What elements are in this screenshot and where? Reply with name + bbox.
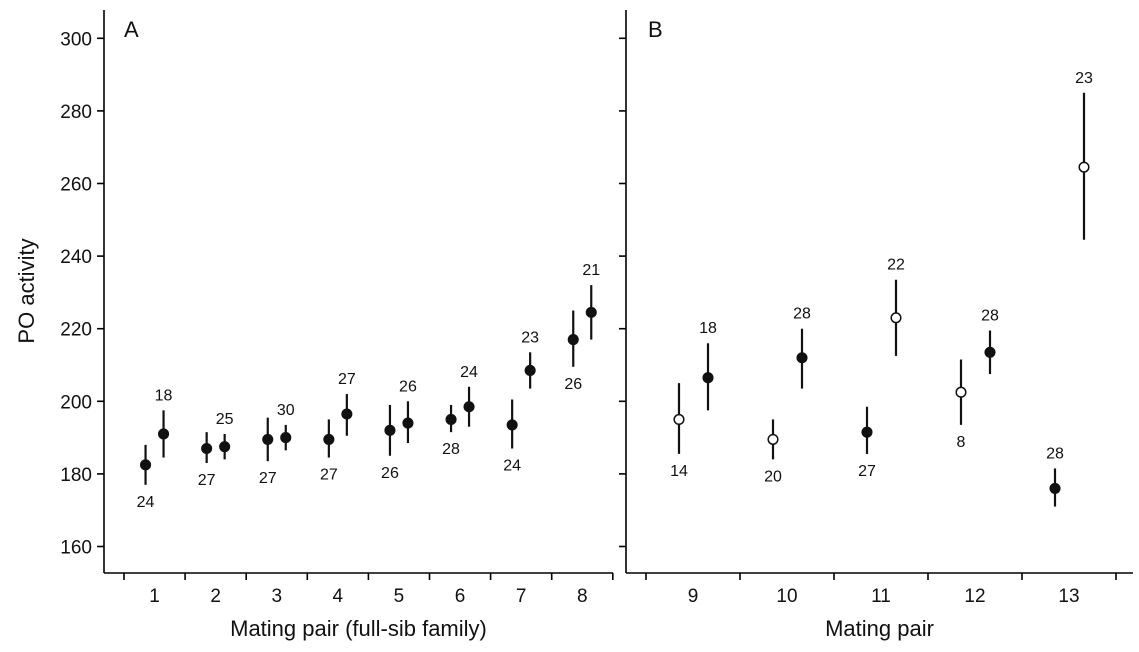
x-tick-label: 9 (688, 586, 699, 607)
x-axis-label: Mating pair (full-sib family) (230, 616, 487, 641)
x-tick-label: 6 (455, 586, 466, 607)
sample-size-label: 24 (503, 457, 521, 474)
data-point-filled (796, 352, 808, 364)
data-point-filled (323, 433, 335, 445)
sample-size-label: 27 (320, 467, 338, 484)
sample-size-label: 20 (764, 468, 782, 485)
x-tick-label: 1 (149, 586, 160, 607)
data-point-filled (984, 346, 996, 358)
data-point-filled (445, 413, 457, 426)
sample-size-label: 27 (198, 472, 216, 489)
y-tick-label: 160 (60, 538, 92, 559)
data-point-filled (201, 442, 213, 455)
sample-size-label: 24 (460, 364, 478, 381)
data-point-open (890, 312, 902, 324)
x-tick-label: 3 (271, 586, 282, 607)
y-tick-label: 220 (60, 320, 92, 341)
sample-size-label: 26 (399, 378, 417, 395)
x-tick-label: 2 (210, 586, 221, 607)
x-axis-label: Mating pair (825, 616, 934, 641)
data-point-filled (1049, 482, 1061, 494)
data-point-open (767, 433, 779, 445)
sample-size-label: 30 (277, 402, 295, 419)
sample-size-label: 23 (521, 329, 539, 346)
x-tick-label: 5 (394, 586, 405, 607)
sample-size-label: 27 (338, 371, 356, 388)
data-point-filled (702, 372, 714, 384)
y-axis-label: PO activity (14, 238, 39, 343)
data-point-filled (262, 433, 274, 445)
data-point-filled (280, 432, 292, 444)
y-tick-label: 180 (60, 465, 92, 486)
x-tick-label: 4 (333, 586, 344, 607)
data-point-filled (402, 417, 414, 429)
sample-size-label: 24 (137, 494, 155, 511)
y-tick-label: 260 (60, 175, 92, 196)
y-tick-label: 240 (60, 247, 92, 268)
data-point-filled (384, 424, 396, 436)
sample-size-label: 18 (155, 387, 173, 404)
data-point-filled (219, 441, 231, 453)
y-tick-label: 300 (60, 29, 92, 50)
sample-size-label: 21 (582, 262, 600, 279)
data-point-filled (140, 459, 152, 471)
y-tick-label: 200 (60, 392, 92, 413)
data-point-filled (158, 428, 170, 440)
y-tick-label: 280 (60, 102, 92, 123)
data-point-open (1078, 161, 1090, 173)
x-tick-label: 10 (776, 586, 797, 607)
x-tick-label: 13 (1058, 586, 1079, 607)
data-point-open (673, 413, 685, 426)
data-point-filled (567, 334, 579, 346)
data-point-filled (463, 401, 475, 413)
x-tick-label: 8 (577, 586, 588, 607)
data-point-open (955, 386, 967, 398)
sample-size-label: 26 (564, 376, 582, 393)
panel-letter: B (648, 17, 663, 42)
sample-size-label: 27 (858, 463, 876, 480)
data-point-filled (341, 408, 353, 420)
data-point-filled (585, 306, 597, 318)
sample-size-label: 26 (381, 465, 399, 482)
sample-size-label: 28 (981, 308, 999, 325)
data-point-filled (524, 364, 536, 376)
x-tick-label: 11 (871, 586, 891, 607)
sample-size-label: 22 (887, 257, 905, 274)
data-point-filled (861, 426, 873, 438)
sample-size-label: 8 (957, 434, 966, 451)
sample-size-label: 14 (670, 463, 688, 480)
x-tick-label: 12 (964, 586, 985, 607)
data-point-filled (506, 419, 518, 431)
panel-letter: A (124, 17, 139, 42)
sample-size-label: 23 (1075, 70, 1093, 87)
sample-size-label: 27 (259, 470, 277, 487)
sample-size-label: 18 (699, 320, 717, 337)
sample-size-label: 28 (793, 306, 811, 323)
sample-size-label: 28 (1046, 445, 1064, 462)
x-tick-label: 7 (516, 586, 527, 607)
sample-size-label: 25 (216, 411, 234, 428)
sample-size-label: 28 (442, 441, 460, 458)
